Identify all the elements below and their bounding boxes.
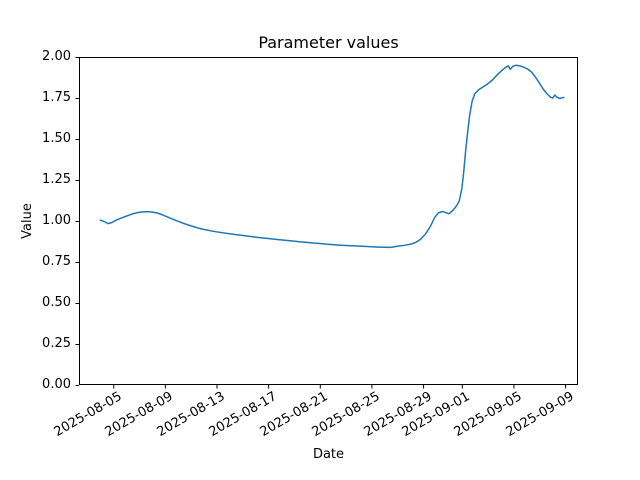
- chart-title: Parameter values: [258, 33, 399, 52]
- y-tick-label: 1.75: [42, 90, 71, 105]
- x-axis-label: Date: [312, 447, 345, 462]
- y-tick-label: 0.50: [42, 295, 71, 310]
- y-tick-label: 0.00: [42, 377, 71, 392]
- y-tick-label: 0.25: [42, 336, 71, 351]
- axes-frame: [79, 57, 578, 385]
- y-tick-label: 1.25: [42, 172, 71, 187]
- data-line-series: [99, 64, 565, 249]
- y-tick-label: 1.50: [42, 131, 71, 146]
- y-tick-label: 2.00: [42, 49, 71, 64]
- y-tick-label: 0.75: [42, 254, 71, 269]
- y-tick-label: 1.00: [42, 213, 71, 228]
